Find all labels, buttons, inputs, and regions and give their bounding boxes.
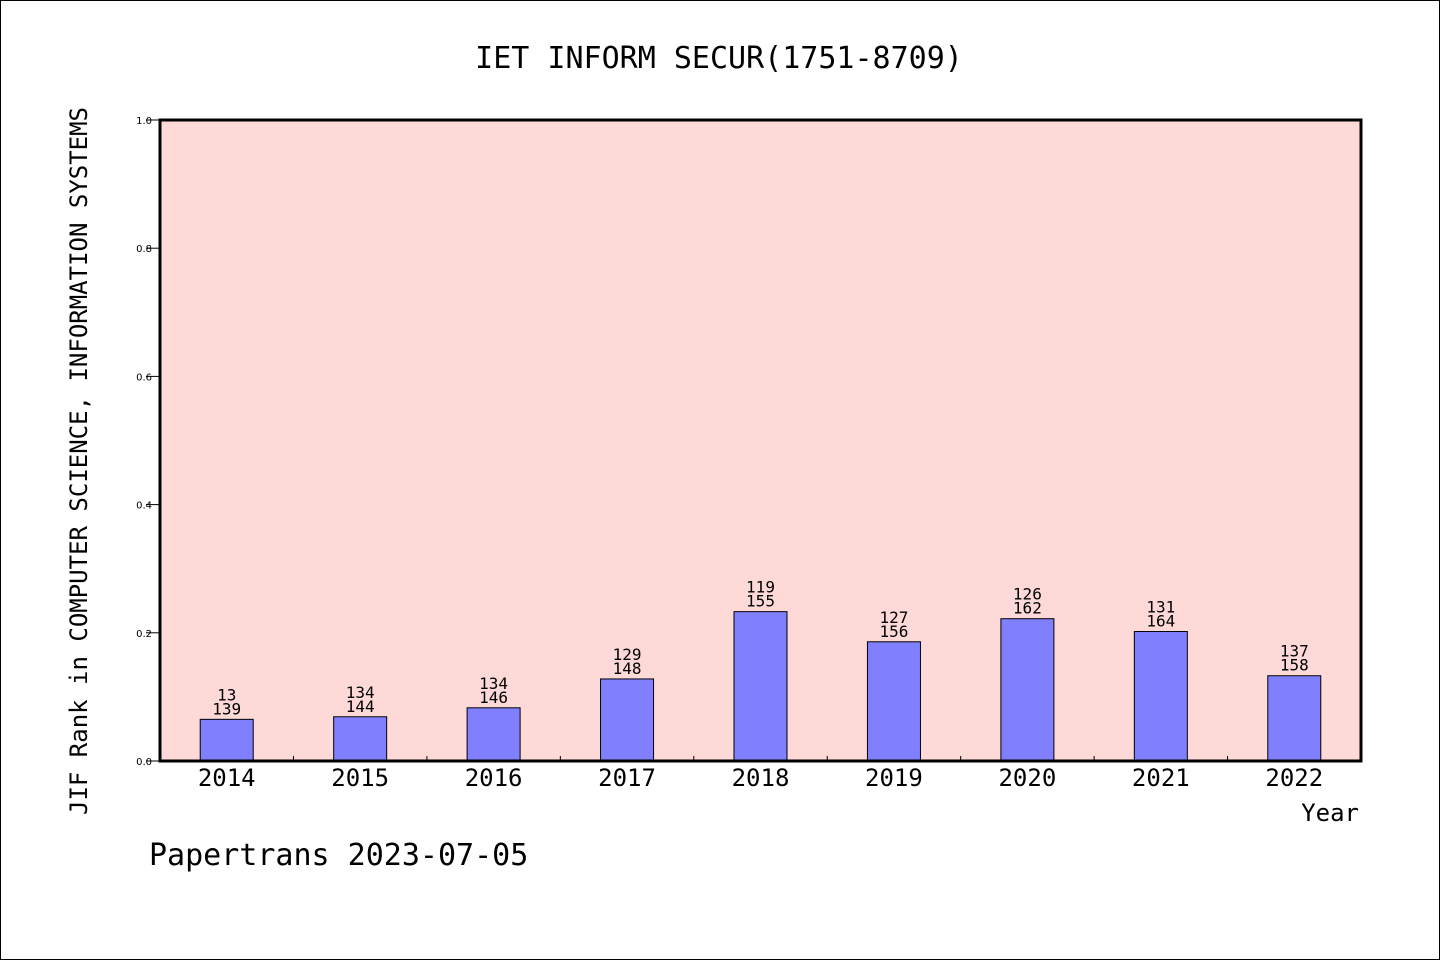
x-tick-label: 2019: [865, 764, 923, 792]
y-tick-label: 0.6: [136, 372, 152, 383]
x-axis-label: Year: [1301, 799, 1359, 827]
x-tick-label: 2017: [598, 764, 656, 792]
x-tick-label: 2014: [198, 764, 256, 792]
bar-2016: [466, 707, 521, 762]
bar-label-rank: 13: [217, 685, 236, 704]
chart-title: IET INFORM SECUR(1751-8709): [475, 41, 963, 76]
bar-label-rank: 126: [1013, 585, 1042, 604]
bar-2020: [1000, 618, 1055, 762]
bar-2014: [199, 718, 254, 762]
x-axis: 2014 2015 2016 2017 2018 2019 2020 2021 2022: [198, 756, 1323, 792]
x-tick-label: 2022: [1265, 764, 1323, 792]
bar-2021: [1133, 631, 1188, 762]
bar-labels: 1313913414413414612914811915512715612616…: [212, 578, 1308, 719]
bar-label-total: 158: [1280, 656, 1309, 675]
bar-label-total: 164: [1146, 612, 1175, 631]
bar-2018: [733, 611, 788, 762]
y-tick-label: 0.4: [136, 501, 152, 512]
y-axis-label: JIF Rank in COMPUTER SCIENCE, INFORMATIO…: [65, 107, 93, 815]
bar-2019: [866, 641, 921, 762]
bar-label-total: 139: [212, 699, 241, 718]
x-tick-label: 2020: [998, 764, 1056, 792]
bar-label-total: 144: [346, 697, 375, 716]
bar-label-rank: 137: [1280, 642, 1309, 661]
bar-2017: [600, 678, 655, 762]
plot-border: [158, 118, 1363, 763]
x-tick-label: 2016: [465, 764, 523, 792]
bar-series: [199, 611, 1322, 762]
bar-label-total: 148: [613, 659, 642, 678]
x-tick-label: 2021: [1132, 764, 1190, 792]
bar-2022: [1267, 675, 1322, 762]
y-axis: 0.0 0.2 0.4 0.6 0.8 1.0: [136, 116, 160, 768]
bar-label-rank: 131: [1146, 598, 1175, 617]
x-tick-label: 2015: [331, 764, 389, 792]
bar-label-total: 146: [479, 688, 508, 707]
bar-label-rank: 129: [613, 645, 642, 664]
bar-label-total: 156: [879, 622, 908, 641]
bar-2015: [333, 716, 388, 762]
y-tick-label: 1.0: [136, 116, 152, 127]
y-tick-label: 0.2: [136, 629, 152, 640]
bar-label-total: 162: [1013, 599, 1042, 618]
x-tick-label: 2018: [732, 764, 790, 792]
bar-label-rank: 127: [879, 608, 908, 627]
bar-label-rank: 134: [479, 674, 508, 693]
bar-label-rank: 134: [346, 683, 375, 702]
footer-credit: Papertrans 2023-07-05: [149, 838, 528, 873]
y-tick-label: 0.8: [136, 244, 152, 255]
bar-label-total: 155: [746, 592, 775, 611]
y-tick-label: 0.0: [136, 757, 152, 768]
bar-label-rank: 119: [746, 578, 775, 597]
